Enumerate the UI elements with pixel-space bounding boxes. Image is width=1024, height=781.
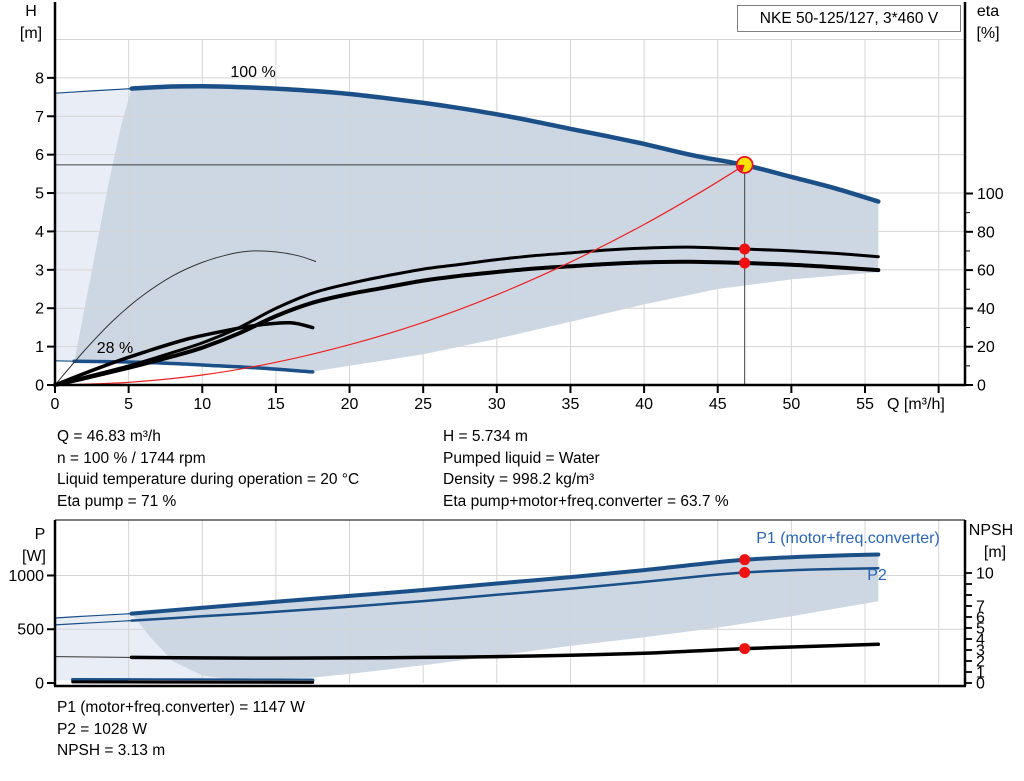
- svg-text:1: 1: [976, 665, 985, 682]
- svg-text:500: 500: [17, 622, 44, 639]
- svg-text:8: 8: [35, 70, 44, 87]
- curve-P1-motor-freq-converter: [129, 552, 881, 616]
- svg-text:5: 5: [124, 396, 133, 413]
- power-npsh-info: P1 (motor+freq.converter) = 1147 W P2 = …: [57, 697, 305, 762]
- info-line-p1: P1 (motor+freq.converter) = 1147 W: [57, 699, 305, 716]
- svg-text:15: 15: [267, 396, 285, 413]
- chart-label: [W]: [22, 548, 46, 565]
- svg-text:20: 20: [341, 396, 359, 413]
- svg-text:10: 10: [976, 566, 994, 583]
- svg-text:35: 35: [562, 396, 580, 413]
- info-line-speed: n = 100 % / 1744 rpm: [57, 449, 206, 467]
- curve-eta-pump-motor-freq: [53, 259, 881, 387]
- pump-title: NKE 50-125/127, 3*460 V: [759, 9, 939, 27]
- svg-text:4: 4: [35, 224, 44, 241]
- svg-text:6: 6: [976, 610, 985, 627]
- svg-text:3: 3: [35, 262, 44, 279]
- curve-eta-pump: [53, 245, 880, 387]
- svg-text:55: 55: [856, 396, 874, 413]
- curve-QH-28pct: [72, 359, 315, 374]
- chart-label: NPSH: [969, 522, 1013, 539]
- svg-text:80: 80: [977, 224, 995, 241]
- chart-label: H: [25, 3, 37, 20]
- svg-text:40: 40: [977, 301, 995, 318]
- svg-text:1000: 1000: [8, 568, 44, 585]
- operating-value-dot: [739, 554, 751, 566]
- svg-text:20: 20: [977, 339, 995, 356]
- operating-value-dot: [739, 566, 751, 578]
- svg-text:7: 7: [976, 599, 985, 616]
- curve-affinity-parabola: [54, 164, 746, 386]
- svg-text:5: 5: [976, 621, 985, 638]
- chart-label: [m]: [984, 544, 1006, 561]
- curve-NPSH-min-speed: [71, 680, 315, 684]
- svg-text:0: 0: [35, 378, 44, 395]
- chart-label: 28 %: [97, 340, 133, 357]
- curve-eta-28pct-thin: [54, 250, 317, 386]
- info-line-p2: P2 = 1028 W: [57, 720, 148, 738]
- chart-label: Q [m³/h]: [887, 396, 945, 413]
- svg-text:3: 3: [976, 643, 985, 660]
- svg-text:60: 60: [977, 263, 995, 280]
- svg-text:40: 40: [635, 396, 653, 413]
- chart-label: 100 %: [230, 64, 275, 81]
- chart-label: [m]: [20, 25, 42, 42]
- svg-text:2: 2: [35, 301, 44, 318]
- chart-label: [%]: [976, 25, 999, 42]
- curve-QH-100pct-ext: [54, 88, 133, 94]
- curve-P2-ext: [54, 620, 133, 626]
- operating-value-dot: [739, 257, 751, 269]
- svg-text:5: 5: [35, 186, 44, 203]
- operating-point-info-right: H = 5.734 m Pumped liquid = Water Densit…: [443, 426, 729, 512]
- svg-text:45: 45: [709, 396, 727, 413]
- chart-label: P1 (motor+freq.converter): [756, 530, 940, 547]
- svg-text:7: 7: [35, 109, 44, 126]
- chart-label: P2: [867, 567, 887, 584]
- info-line-eta-total: Eta pump+motor+freq.converter = 63.7 %: [443, 492, 729, 510]
- info-line-head: H = 5.734 m: [443, 428, 528, 445]
- curve-P2: [130, 566, 880, 622]
- operating-value-dot: [739, 243, 751, 255]
- svg-text:25: 25: [414, 396, 432, 413]
- svg-text:50: 50: [782, 396, 800, 413]
- qh-efficiency-chart: 0 5 10 15 20 25 30 35 40 45 50 55012345678020406080…: [20, 2, 1004, 413]
- pump-title-box: NKE 50-125/127, 3*460 V: [737, 5, 961, 32]
- curve-eta-total-28pct: [53, 320, 315, 387]
- curve-QH-100pct: [129, 84, 881, 204]
- svg-text:0: 0: [51, 396, 60, 413]
- chart-label: P: [35, 526, 46, 543]
- svg-text:2: 2: [976, 654, 985, 671]
- curve-NPSH: [129, 642, 881, 660]
- svg-text:0: 0: [35, 676, 44, 693]
- svg-text:0: 0: [976, 676, 985, 693]
- svg-text:4: 4: [976, 632, 985, 649]
- chart-label: eta: [977, 3, 999, 20]
- svg-text:0: 0: [977, 378, 986, 395]
- curve-P1-ext: [54, 613, 133, 619]
- info-line-density: Density = 998.2 kg/m³: [443, 471, 595, 489]
- svg-text:6: 6: [35, 147, 44, 164]
- info-line-liquid-temp: Liquid temperature during operation = 20…: [57, 471, 360, 489]
- info-line-pumped-liquid: Pumped liquid = Water: [443, 449, 600, 467]
- svg-text:10: 10: [193, 396, 211, 413]
- svg-text:30: 30: [488, 396, 506, 413]
- svg-text:1: 1: [35, 339, 44, 356]
- svg-text:100: 100: [977, 186, 1004, 203]
- info-line-npsh: NPSH = 3.13 m: [57, 742, 166, 760]
- operating-point-info-left: Q = 46.83 m³/h n = 100 % / 1744 rpm Liqu…: [57, 426, 359, 512]
- curve-NPSH-ext: [54, 656, 133, 658]
- curve-P1-min-speed: [70, 678, 315, 683]
- operating-value-dot: [739, 643, 751, 655]
- info-line-q: Q = 46.83 m³/h: [57, 428, 161, 445]
- info-line-eta-pump: Eta pump = 71 %: [57, 492, 177, 510]
